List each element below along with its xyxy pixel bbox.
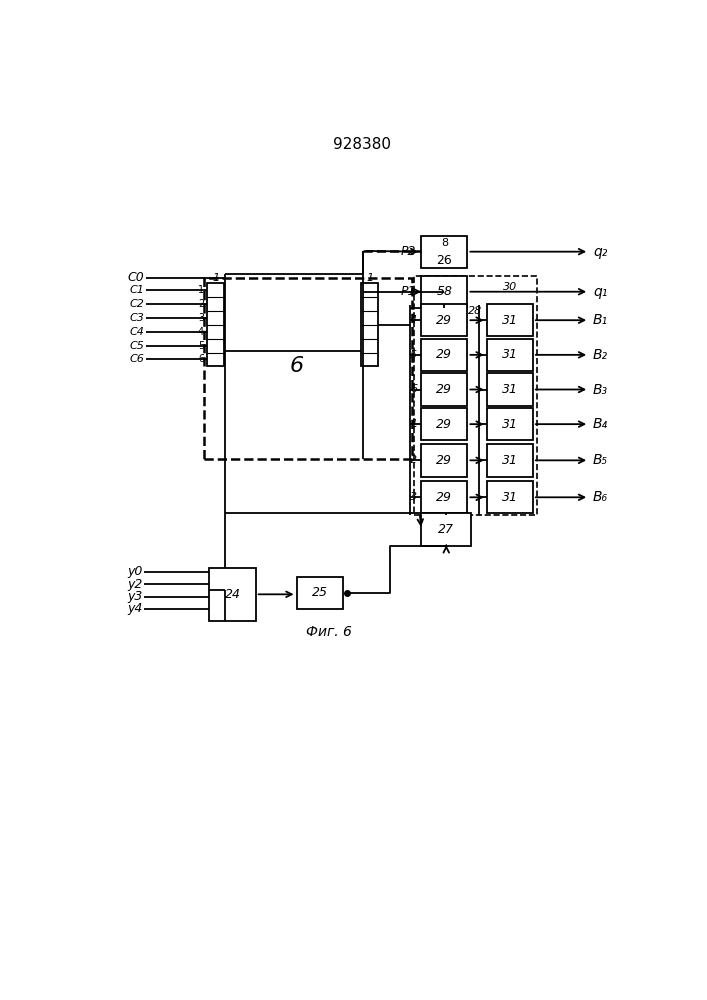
Bar	[296, 577, 343, 609]
Text: C1: C1	[129, 285, 144, 295]
Text: 2: 2	[410, 455, 417, 465]
Bar	[486, 304, 533, 336]
Text: 5: 5	[410, 350, 417, 360]
Text: 31: 31	[502, 383, 518, 396]
Text: C5: C5	[129, 341, 144, 351]
Text: C4: C4	[129, 327, 144, 337]
Text: 8: 8	[440, 238, 448, 248]
Text: 31: 31	[502, 418, 518, 431]
Bar	[421, 276, 467, 308]
Bar	[421, 235, 467, 268]
Bar	[421, 304, 467, 336]
Text: 24: 24	[225, 588, 240, 601]
Bar	[486, 408, 533, 440]
Text: q₂: q₂	[593, 245, 607, 259]
Text: 29: 29	[436, 454, 452, 467]
Text: B₄: B₄	[593, 417, 608, 431]
Text: 25: 25	[312, 586, 327, 599]
Text: 3: 3	[410, 492, 417, 502]
Text: 4: 4	[410, 315, 417, 325]
Bar	[204, 278, 412, 459]
Text: 58: 58	[436, 285, 452, 298]
Text: 4: 4	[198, 327, 204, 337]
Bar	[421, 444, 467, 477]
Text: 2: 2	[198, 299, 204, 309]
Text: 30: 30	[503, 282, 517, 292]
Bar	[421, 339, 467, 371]
Text: C2: C2	[129, 299, 144, 309]
Text: B₃: B₃	[593, 382, 608, 396]
Bar	[486, 444, 533, 477]
Bar	[486, 373, 533, 406]
Text: y4: y4	[127, 602, 143, 615]
Text: y2: y2	[127, 578, 143, 591]
Text: 26: 26	[436, 254, 452, 267]
Bar	[209, 568, 256, 620]
Text: 1: 1	[212, 273, 219, 283]
Text: 6: 6	[410, 384, 417, 394]
Text: 6: 6	[289, 356, 303, 376]
Bar	[486, 481, 533, 513]
Text: 27: 27	[438, 523, 455, 536]
Text: 29: 29	[436, 491, 452, 504]
Bar	[421, 408, 467, 440]
Text: 928380: 928380	[333, 137, 391, 152]
Text: 29: 29	[436, 383, 452, 396]
Text: 31: 31	[502, 454, 518, 467]
Bar	[421, 481, 467, 513]
Text: 31: 31	[502, 348, 518, 361]
Text: Фиг. 6: Фиг. 6	[306, 625, 352, 639]
Text: 1: 1	[410, 419, 417, 429]
Text: 31: 31	[502, 491, 518, 504]
Text: 29: 29	[436, 314, 452, 327]
Bar	[361, 283, 378, 366]
Text: B₁: B₁	[593, 313, 608, 327]
Text: 29: 29	[436, 348, 452, 361]
Text: 29: 29	[436, 418, 452, 431]
Bar	[421, 373, 467, 406]
Text: 1: 1	[198, 285, 204, 295]
Bar	[414, 276, 537, 515]
Text: C6: C6	[129, 354, 144, 364]
Text: C3: C3	[129, 313, 144, 323]
Text: 1: 1	[366, 273, 373, 283]
Text: 31: 31	[502, 314, 518, 327]
Text: 5: 5	[198, 341, 204, 351]
Text: y3: y3	[127, 590, 143, 603]
Text: B₆: B₆	[593, 490, 608, 504]
Text: 28: 28	[468, 306, 482, 316]
Bar	[421, 513, 472, 546]
Text: q₁: q₁	[593, 285, 607, 299]
Text: 6: 6	[198, 354, 204, 364]
Text: 3: 3	[198, 313, 204, 323]
Bar	[486, 339, 533, 371]
Bar	[207, 283, 224, 366]
Text: C0: C0	[127, 271, 144, 284]
Text: B₂: B₂	[593, 348, 608, 362]
Text: P2: P2	[401, 245, 416, 258]
Text: B₅: B₅	[593, 453, 608, 467]
Text: y0: y0	[127, 565, 143, 578]
Text: P1: P1	[401, 285, 416, 298]
